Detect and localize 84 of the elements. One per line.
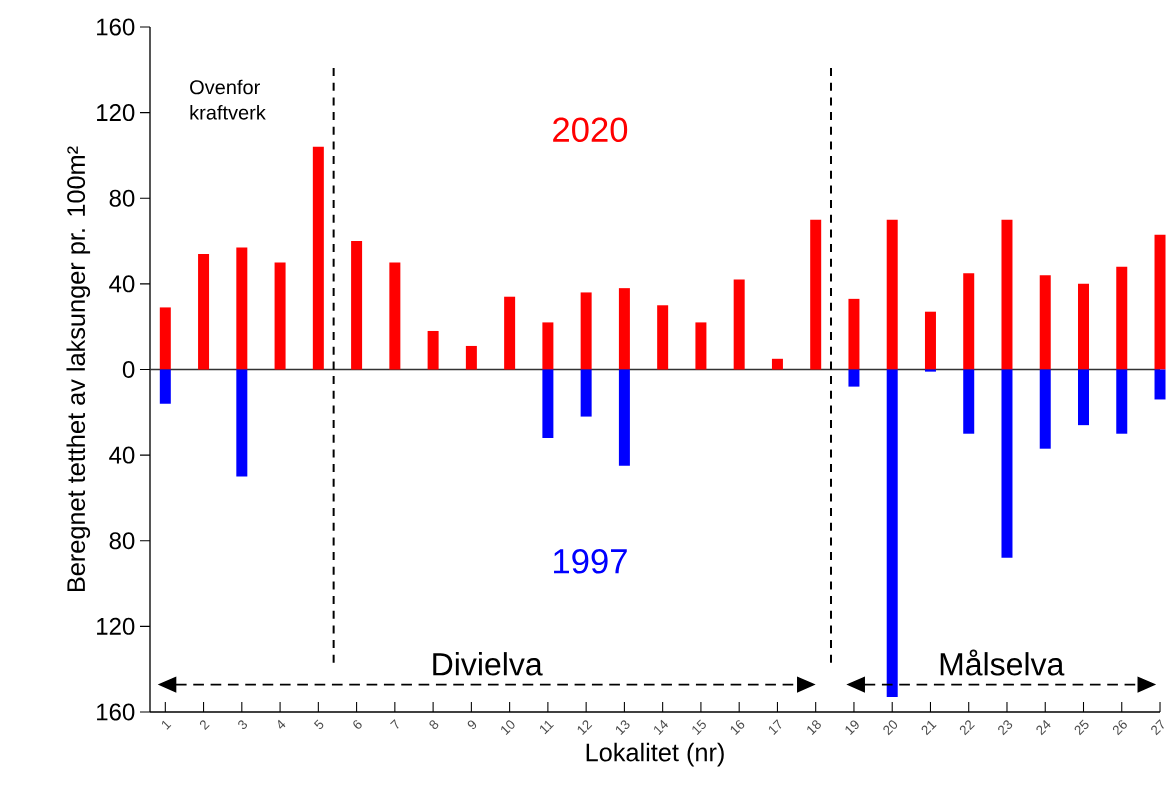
x-tick-label: 1: [162, 720, 172, 730]
bar: [427, 330, 439, 370]
x-tick-label: 13: [615, 720, 630, 735]
bar: [351, 241, 363, 370]
bar: [848, 298, 860, 370]
bar: [580, 369, 592, 417]
y-tick-label: 160: [97, 703, 135, 721]
bar: [771, 358, 783, 370]
bar: [1001, 369, 1013, 558]
bar: [886, 369, 898, 698]
x-tick-label: 24: [1036, 719, 1051, 736]
bar: [504, 296, 516, 370]
bar: [963, 273, 975, 370]
bar: [963, 369, 975, 434]
bar: [542, 369, 554, 438]
bar: [733, 279, 745, 370]
y-tick-label: 40: [109, 275, 135, 293]
annotation: Ovenfor kraftverk: [190, 79, 266, 120]
bar: [274, 262, 286, 370]
text: 1997: [554, 549, 627, 574]
y-tick-label: 40: [109, 446, 135, 464]
bar: [1154, 369, 1166, 400]
bar: [1078, 369, 1089, 426]
bar: [159, 307, 171, 370]
bar: [618, 288, 630, 370]
bar: [810, 219, 822, 370]
x-tick-label: 4: [278, 719, 286, 729]
x-tick-label: 16: [730, 720, 745, 735]
x-tick-label: 6: [353, 720, 362, 729]
bar: [312, 146, 324, 370]
x-tick-label: 3: [238, 720, 248, 730]
x-tick-label: 23: [998, 720, 1013, 736]
y-tick-label: 120: [97, 104, 135, 122]
bar: [389, 262, 401, 370]
bar: [580, 292, 592, 370]
x-tick-label: 15: [692, 719, 706, 735]
y-tick-label: 160: [97, 18, 135, 36]
x-tick-label: 26: [1112, 720, 1127, 736]
bar: [1116, 369, 1128, 434]
x-tick-label: 2: [199, 720, 210, 731]
bar: [1039, 275, 1051, 370]
x-tick-label: 7: [390, 719, 399, 729]
bar: [1116, 266, 1128, 370]
bar: [465, 345, 477, 370]
y-axis-title: Beregnet tetthet av laksunger pr. 100m²: [66, 146, 91, 592]
bar: [542, 322, 554, 370]
bar: [1039, 369, 1051, 449]
bar: [236, 247, 248, 370]
x-tick-label: 20: [883, 720, 898, 736]
annotation: Divielva: [433, 652, 543, 676]
annotation: Målselva: [940, 649, 1065, 676]
bar: [924, 311, 936, 370]
x-tick-label: 19: [845, 720, 859, 735]
x-tick-label: 14: [654, 719, 668, 735]
bar: [236, 369, 248, 477]
bar: [1001, 219, 1013, 370]
bar: [695, 322, 707, 370]
bar: [1154, 234, 1166, 370]
bar: [924, 369, 936, 372]
x-tick-label: 22: [959, 720, 975, 736]
text: 2020: [553, 117, 628, 143]
x-tick-label: 8: [429, 720, 439, 730]
x-axis-title: Lokalitet (nr): [586, 742, 724, 767]
bar: [848, 369, 860, 387]
x-tick-label: 9: [467, 720, 477, 730]
x-tick-label: 12: [577, 720, 593, 735]
x-tick-label: 25: [1074, 719, 1089, 736]
y-tick-label: 0: [122, 360, 135, 378]
x-tick-label: 5: [313, 719, 324, 730]
y-tick-label: 80: [109, 189, 135, 207]
y-tick-label: 80: [109, 532, 135, 550]
x-tick-label: 10: [501, 720, 515, 735]
y-tick-label: 120: [97, 617, 135, 635]
x-tick-label: 21: [921, 720, 937, 736]
x-tick-label: 17: [768, 719, 782, 735]
bar: [1078, 283, 1089, 370]
bar: [657, 305, 669, 370]
bar: [886, 219, 898, 370]
bar: [159, 369, 171, 404]
bar: [198, 253, 210, 370]
x-tick-label: 11: [540, 720, 554, 735]
bar: [618, 369, 630, 466]
x-tick-label: 18: [807, 720, 821, 735]
x-tick-label: 27: [1151, 719, 1164, 736]
